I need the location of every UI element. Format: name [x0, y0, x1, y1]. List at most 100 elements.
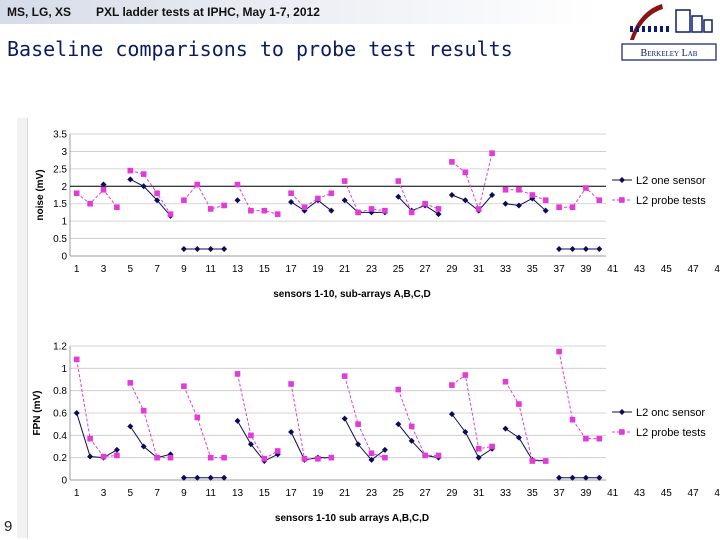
data-point — [515, 434, 522, 441]
x-axis-label: sensors 1-10, sub-arrays A,B,C,D — [273, 289, 430, 300]
data-point — [73, 410, 80, 416]
data-point — [368, 206, 375, 212]
data-point — [582, 474, 589, 481]
data-point — [288, 381, 294, 387]
data-point — [207, 246, 214, 253]
data-point — [341, 415, 348, 422]
data-point — [140, 443, 147, 450]
legend-marker — [619, 177, 625, 183]
page-number: 9 — [4, 518, 13, 535]
data-point — [408, 437, 415, 444]
data-point — [234, 197, 241, 204]
data-point — [315, 455, 321, 462]
data-point — [301, 204, 308, 210]
y-axis-label: FPN (mV) — [32, 391, 43, 436]
data-point — [154, 190, 160, 197]
chart-2: 00.20.40.60.811.21 3 5 7 9 11 13 15 17 19 21 23 25 27… — [32, 342, 720, 525]
data-point — [181, 197, 187, 204]
data-point — [167, 211, 174, 217]
x-tick-label: 43 — [634, 488, 646, 499]
x-tick-label: 15 — [259, 488, 271, 499]
data-point — [582, 246, 589, 253]
data-point — [596, 197, 603, 204]
svg-text:Berkeley Lab: Berkeley Lab — [641, 48, 698, 59]
data-point — [422, 200, 428, 207]
data-point — [596, 246, 603, 253]
data-point — [489, 150, 495, 156]
x-tick-label: 23 — [366, 488, 378, 499]
series-line — [344, 199, 385, 213]
y-tick-label: 0 — [61, 252, 67, 263]
series-line — [237, 373, 278, 460]
x-tick-label: 25 — [393, 264, 405, 275]
series-line — [237, 184, 278, 215]
series-line — [76, 189, 118, 208]
data-point — [274, 448, 281, 454]
x-tick-label: 47 — [688, 488, 700, 499]
data-point — [328, 190, 335, 197]
series-line — [130, 170, 171, 215]
data-point — [288, 198, 295, 205]
data-point — [381, 446, 388, 453]
data-point — [261, 455, 268, 462]
data-point — [315, 195, 321, 202]
chart-1: 00.511.522.533.51 3 5 7 9 11 13 15 17 19 21 23 25 27 2… — [35, 130, 720, 301]
data-point — [113, 446, 120, 453]
legend-entry: L2 probe tests — [612, 195, 706, 207]
legend-entry: L2 one sensor — [612, 175, 706, 187]
data-point — [341, 178, 348, 184]
left-divider — [17, 118, 28, 538]
data-point — [449, 382, 455, 388]
data-point — [475, 445, 482, 452]
data-point — [73, 190, 80, 197]
data-point — [221, 246, 228, 253]
x-tick-label: 15 — [259, 264, 271, 275]
data-point — [462, 197, 469, 204]
data-point — [448, 411, 455, 418]
x-tick-label: 45 — [661, 488, 673, 499]
data-point — [502, 200, 509, 207]
data-point — [395, 193, 402, 200]
data-point — [301, 455, 308, 462]
x-tick-label: 41 — [607, 488, 619, 499]
data-point — [234, 417, 241, 424]
series-line — [183, 183, 225, 210]
x-tick-label: 1 — [74, 264, 80, 275]
data-point — [180, 246, 187, 253]
data-point — [462, 428, 469, 435]
data-point — [569, 416, 576, 423]
data-point — [556, 204, 562, 210]
data-point — [435, 211, 442, 218]
series-line — [558, 351, 600, 440]
data-point — [529, 192, 536, 198]
data-point — [221, 202, 227, 209]
x-tick-label: 27 — [420, 488, 432, 499]
series-line — [237, 420, 278, 462]
data-point — [328, 207, 335, 214]
x-tick-label: 23 — [366, 264, 378, 275]
slide-header: MS, LG, XS PXL ladder tests at IPHC, May… — [0, 0, 720, 24]
x-axis-label: sensors 1-10 sub arrays A,B,C,D — [275, 513, 429, 524]
data-point — [328, 454, 335, 461]
data-point — [247, 441, 254, 448]
x-tick-label: 43 — [634, 264, 646, 275]
data-point — [395, 421, 402, 428]
y-tick-label: 3.5 — [53, 130, 67, 141]
y-tick-label: 1.5 — [53, 199, 67, 210]
data-point — [154, 197, 161, 204]
data-point — [556, 474, 563, 481]
data-point — [542, 197, 549, 204]
data-point — [341, 373, 348, 379]
data-point — [355, 421, 361, 427]
y-tick-label: 0.5 — [53, 234, 67, 245]
y-tick-label: 0.8 — [53, 386, 67, 397]
series-line — [344, 376, 386, 459]
series-line — [76, 359, 117, 458]
data-point — [114, 204, 120, 210]
y-tick-label: 2.5 — [53, 164, 67, 175]
data-point — [180, 474, 187, 481]
x-tick-label: 33 — [500, 488, 512, 499]
data-point — [368, 456, 375, 463]
y-tick-label: 3 — [61, 147, 67, 158]
